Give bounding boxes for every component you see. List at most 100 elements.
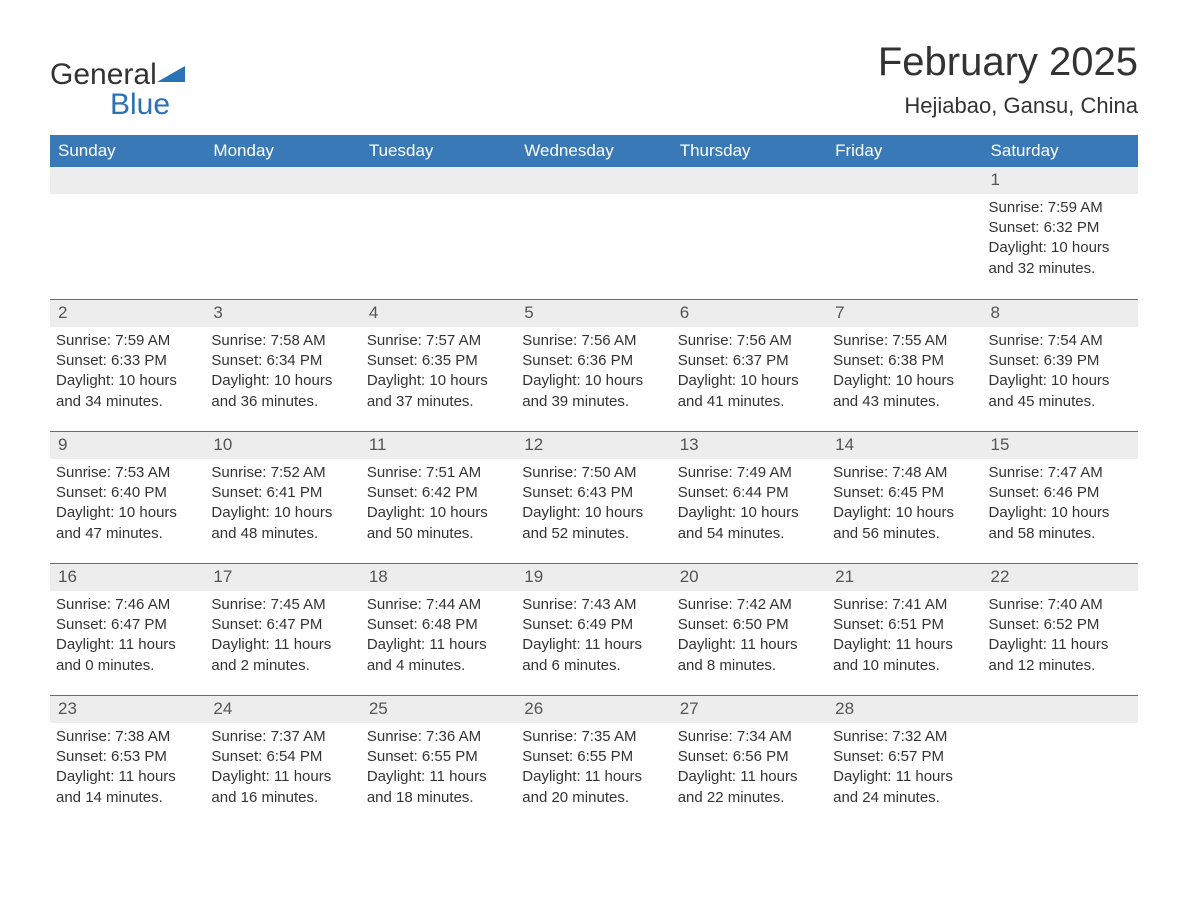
day-cell: 19Sunrise: 7:43 AMSunset: 6:49 PMDayligh… xyxy=(516,564,671,695)
day-cell xyxy=(516,167,671,299)
day2-text: and 20 minutes. xyxy=(522,788,665,808)
day2-text: and 54 minutes. xyxy=(678,524,821,544)
day-cell: 15Sunrise: 7:47 AMSunset: 6:46 PMDayligh… xyxy=(983,432,1138,563)
day-number: 21 xyxy=(827,564,982,591)
sunrise-text: Sunrise: 7:57 AM xyxy=(367,331,510,351)
day1-text: Daylight: 10 hours xyxy=(367,371,510,391)
sunset-text: Sunset: 6:37 PM xyxy=(678,351,821,371)
day-number: 11 xyxy=(361,432,516,459)
day-number xyxy=(361,167,516,194)
sunrise-text: Sunrise: 7:42 AM xyxy=(678,595,821,615)
day-cell: 27Sunrise: 7:34 AMSunset: 6:56 PMDayligh… xyxy=(672,696,827,827)
title-block: February 2025 Hejiabao, Gansu, China xyxy=(878,40,1138,129)
day-cell xyxy=(205,167,360,299)
header: General Blue February 2025 Hejiabao, Gan… xyxy=(50,40,1138,129)
day-cell: 11Sunrise: 7:51 AMSunset: 6:42 PMDayligh… xyxy=(361,432,516,563)
day-number: 22 xyxy=(983,564,1138,591)
day1-text: Daylight: 11 hours xyxy=(522,635,665,655)
day2-text: and 6 minutes. xyxy=(522,656,665,676)
day1-text: Daylight: 10 hours xyxy=(989,238,1132,258)
sunrise-text: Sunrise: 7:40 AM xyxy=(989,595,1132,615)
day-number: 12 xyxy=(516,432,671,459)
day1-text: Daylight: 10 hours xyxy=(56,503,199,523)
sunset-text: Sunset: 6:57 PM xyxy=(833,747,976,767)
day-number: 17 xyxy=(205,564,360,591)
day-number: 28 xyxy=(827,696,982,723)
day-cell: 23Sunrise: 7:38 AMSunset: 6:53 PMDayligh… xyxy=(50,696,205,827)
sunrise-text: Sunrise: 7:34 AM xyxy=(678,727,821,747)
sunrise-text: Sunrise: 7:52 AM xyxy=(211,463,354,483)
day-cell xyxy=(50,167,205,299)
sunrise-text: Sunrise: 7:59 AM xyxy=(56,331,199,351)
day-cell: 2Sunrise: 7:59 AMSunset: 6:33 PMDaylight… xyxy=(50,300,205,431)
sunset-text: Sunset: 6:52 PM xyxy=(989,615,1132,635)
day2-text: and 39 minutes. xyxy=(522,392,665,412)
weekday-header: Sunday xyxy=(50,135,205,167)
day-cell: 8Sunrise: 7:54 AMSunset: 6:39 PMDaylight… xyxy=(983,300,1138,431)
day1-text: Daylight: 10 hours xyxy=(211,503,354,523)
day2-text: and 32 minutes. xyxy=(989,259,1132,279)
sunset-text: Sunset: 6:36 PM xyxy=(522,351,665,371)
month-title: February 2025 xyxy=(878,40,1138,85)
weekday-header-row: SundayMondayTuesdayWednesdayThursdayFrid… xyxy=(50,135,1138,167)
day-cell: 25Sunrise: 7:36 AMSunset: 6:55 PMDayligh… xyxy=(361,696,516,827)
day-cell: 10Sunrise: 7:52 AMSunset: 6:41 PMDayligh… xyxy=(205,432,360,563)
sunset-text: Sunset: 6:40 PM xyxy=(56,483,199,503)
day-number xyxy=(205,167,360,194)
weekday-header: Thursday xyxy=(672,135,827,167)
day-cell: 18Sunrise: 7:44 AMSunset: 6:48 PMDayligh… xyxy=(361,564,516,695)
day2-text: and 16 minutes. xyxy=(211,788,354,808)
day-cell: 1Sunrise: 7:59 AMSunset: 6:32 PMDaylight… xyxy=(983,167,1138,299)
sunset-text: Sunset: 6:45 PM xyxy=(833,483,976,503)
day1-text: Daylight: 11 hours xyxy=(989,635,1132,655)
day2-text: and 58 minutes. xyxy=(989,524,1132,544)
calendar: SundayMondayTuesdayWednesdayThursdayFrid… xyxy=(50,135,1138,827)
sunrise-text: Sunrise: 7:53 AM xyxy=(56,463,199,483)
day-number: 23 xyxy=(50,696,205,723)
sunrise-text: Sunrise: 7:36 AM xyxy=(367,727,510,747)
day1-text: Daylight: 11 hours xyxy=(367,635,510,655)
day-number: 26 xyxy=(516,696,671,723)
day-number: 6 xyxy=(672,300,827,327)
day1-text: Daylight: 10 hours xyxy=(678,371,821,391)
day1-text: Daylight: 11 hours xyxy=(211,767,354,787)
day2-text: and 52 minutes. xyxy=(522,524,665,544)
sunrise-text: Sunrise: 7:54 AM xyxy=(989,331,1132,351)
sunset-text: Sunset: 6:54 PM xyxy=(211,747,354,767)
week-row: 9Sunrise: 7:53 AMSunset: 6:40 PMDaylight… xyxy=(50,431,1138,563)
weekday-header: Monday xyxy=(205,135,360,167)
day2-text: and 45 minutes. xyxy=(989,392,1132,412)
day2-text: and 18 minutes. xyxy=(367,788,510,808)
day-number: 3 xyxy=(205,300,360,327)
sunrise-text: Sunrise: 7:44 AM xyxy=(367,595,510,615)
week-row: 1Sunrise: 7:59 AMSunset: 6:32 PMDaylight… xyxy=(50,167,1138,299)
day-cell: 17Sunrise: 7:45 AMSunset: 6:47 PMDayligh… xyxy=(205,564,360,695)
day2-text: and 22 minutes. xyxy=(678,788,821,808)
sunset-text: Sunset: 6:56 PM xyxy=(678,747,821,767)
day-cell xyxy=(983,696,1138,827)
sunrise-text: Sunrise: 7:35 AM xyxy=(522,727,665,747)
day2-text: and 2 minutes. xyxy=(211,656,354,676)
day-number: 14 xyxy=(827,432,982,459)
day-number: 5 xyxy=(516,300,671,327)
day-cell: 24Sunrise: 7:37 AMSunset: 6:54 PMDayligh… xyxy=(205,696,360,827)
day1-text: Daylight: 11 hours xyxy=(211,635,354,655)
sunrise-text: Sunrise: 7:38 AM xyxy=(56,727,199,747)
day1-text: Daylight: 10 hours xyxy=(678,503,821,523)
sunset-text: Sunset: 6:49 PM xyxy=(522,615,665,635)
sunset-text: Sunset: 6:53 PM xyxy=(56,747,199,767)
day2-text: and 24 minutes. xyxy=(833,788,976,808)
sunset-text: Sunset: 6:47 PM xyxy=(56,615,199,635)
location: Hejiabao, Gansu, China xyxy=(878,93,1138,119)
brand-part2: Blue xyxy=(50,88,170,121)
day-cell: 4Sunrise: 7:57 AMSunset: 6:35 PMDaylight… xyxy=(361,300,516,431)
day1-text: Daylight: 11 hours xyxy=(678,767,821,787)
day-cell: 13Sunrise: 7:49 AMSunset: 6:44 PMDayligh… xyxy=(672,432,827,563)
day-number xyxy=(827,167,982,194)
day1-text: Daylight: 10 hours xyxy=(522,503,665,523)
week-row: 2Sunrise: 7:59 AMSunset: 6:33 PMDaylight… xyxy=(50,299,1138,431)
weeks-container: 1Sunrise: 7:59 AMSunset: 6:32 PMDaylight… xyxy=(50,167,1138,827)
flag-icon xyxy=(157,60,185,90)
sunset-text: Sunset: 6:38 PM xyxy=(833,351,976,371)
day-number: 7 xyxy=(827,300,982,327)
